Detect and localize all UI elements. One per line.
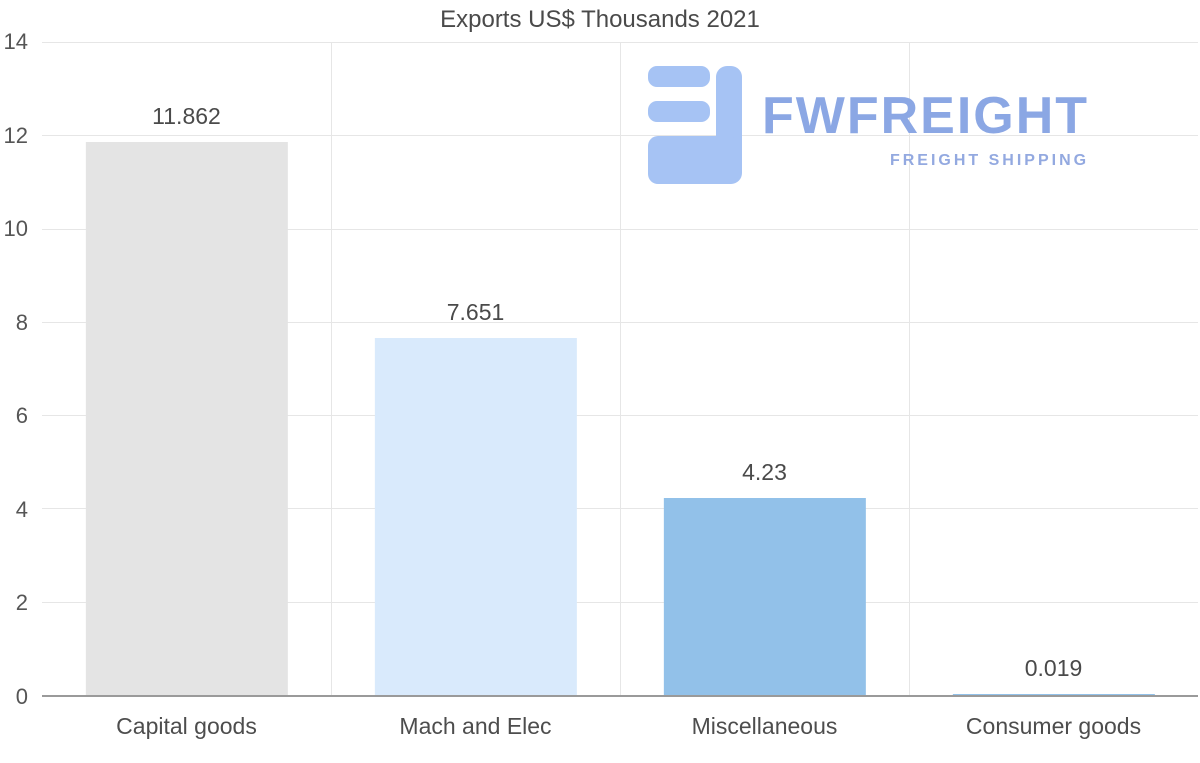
x-category-label: Consumer goods: [965, 713, 1142, 739]
y-tick-label: 12: [3, 122, 28, 148]
bar-column: 4.23: [620, 42, 909, 695]
bar-value-label: 7.651: [446, 299, 505, 326]
y-tick-label: 8: [15, 309, 28, 335]
y-tick-label: 0: [15, 684, 28, 709]
bar: [663, 497, 866, 695]
y-tick-label: 14: [3, 29, 28, 54]
bar: [374, 338, 577, 695]
gridline-vertical: [331, 42, 332, 695]
y-axis-tick-labels: 0 2 4 6 8 10 12 14: [0, 31, 36, 708]
bar-column: 7.651: [331, 42, 620, 695]
y-tick-label: 10: [3, 216, 28, 242]
chart-title: Exports US$ Thousands 2021: [440, 6, 760, 33]
bar-value-label: 4.23: [742, 458, 787, 485]
x-axis-category-labels: Capital goods Mach and Elec Miscellaneous C…: [42, 713, 1198, 745]
bar-column: 0.019: [909, 42, 1198, 695]
gridline-vertical: [909, 42, 910, 695]
y-tick-label: 4: [15, 496, 28, 522]
x-category-label: Capital goods: [116, 713, 257, 739]
bar: [952, 694, 1155, 695]
bar-column: 11.862: [42, 42, 331, 695]
x-category-label: Mach and Elec: [399, 713, 552, 739]
bar: [85, 141, 288, 695]
plot-area: 11.862 7.651 4.23 0.019: [42, 42, 1198, 697]
gridline-vertical: [620, 42, 621, 695]
bar-value-label: 11.862: [152, 102, 221, 129]
y-tick-label: 6: [15, 403, 28, 429]
x-category-label: Miscellaneous: [691, 713, 838, 739]
y-tick-label: 2: [15, 590, 28, 616]
bar-value-label: 0.019: [1024, 655, 1083, 682]
